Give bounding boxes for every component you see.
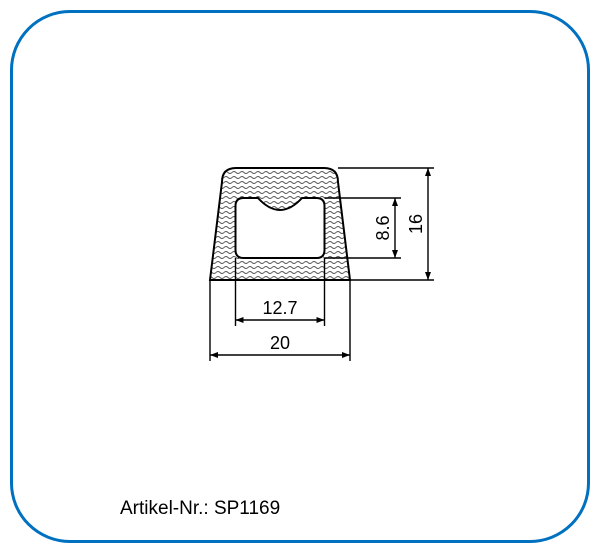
dimension-value: 12.7 (262, 298, 297, 318)
dimension-value: 8.6 (373, 215, 393, 240)
technical-drawing: 20 12.7 16 8.6 (0, 0, 600, 553)
article-number-prefix: Artikel-Nr.: (120, 498, 214, 519)
dimension-value: 16 (406, 214, 426, 234)
article-number: Artikel-Nr.: SP1169 (120, 498, 280, 520)
article-number-value: SP1169 (214, 498, 280, 519)
dimension-value: 20 (270, 333, 290, 353)
profile-cross-section (210, 168, 350, 280)
